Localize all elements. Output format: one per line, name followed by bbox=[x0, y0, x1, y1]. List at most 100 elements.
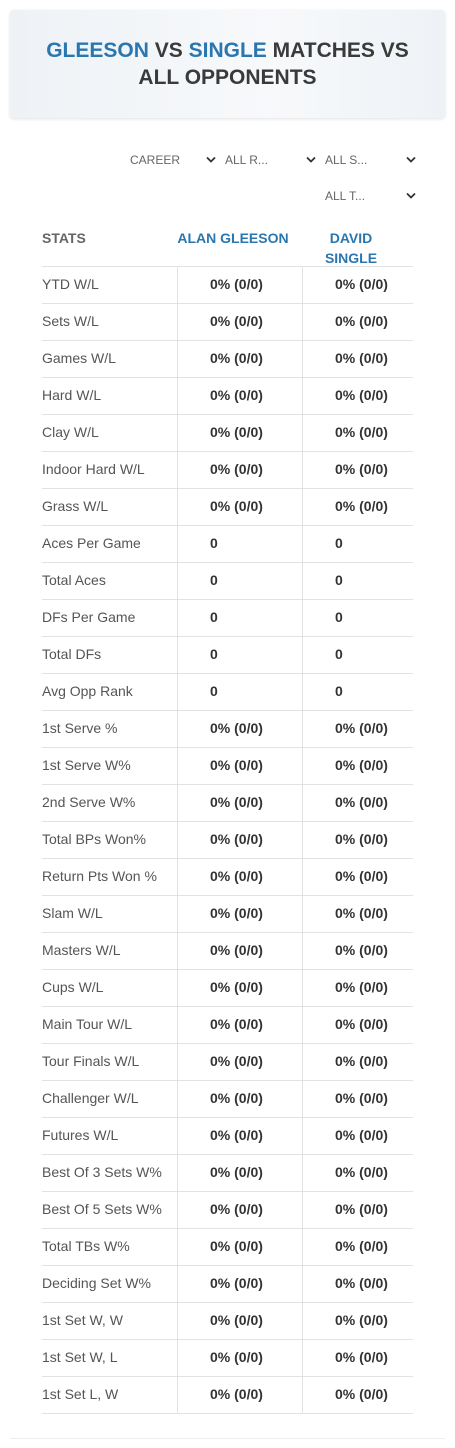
stat-value: 0 bbox=[335, 683, 343, 699]
stat-value: 0% (0/0) bbox=[335, 1053, 388, 1069]
row-divider bbox=[42, 303, 413, 304]
stat-label: Return Pts Won % bbox=[42, 868, 157, 884]
stat-value: 0% (0/0) bbox=[210, 461, 263, 477]
filter-dropdown[interactable]: ALL T... bbox=[325, 186, 416, 206]
stat-value: 0 bbox=[335, 572, 343, 588]
stat-label: Total DFs bbox=[42, 646, 102, 662]
stat-value: 0% (0/0) bbox=[335, 1090, 388, 1106]
stat-label: Grass W/L bbox=[42, 498, 109, 514]
stat-label: Total TBs W% bbox=[42, 1238, 130, 1254]
row-divider bbox=[42, 266, 413, 267]
chevron bbox=[206, 156, 216, 163]
stat-value: 0% (0/0) bbox=[210, 276, 263, 292]
stat-label: 1st Set L, W bbox=[42, 1386, 119, 1402]
title-player2: SINGLE bbox=[188, 39, 267, 62]
stat-label: Total BPs Won% bbox=[42, 831, 147, 847]
stat-value: 0% (0/0) bbox=[335, 720, 388, 736]
column-header: ALAN GLEESON bbox=[177, 230, 289, 246]
row-divider bbox=[42, 895, 413, 896]
stat-value: 0% (0/0) bbox=[210, 1238, 263, 1254]
filter-dropdown[interactable]: ALL S... bbox=[325, 150, 416, 170]
row-divider bbox=[42, 340, 413, 341]
stat-label: Cups W/L bbox=[42, 979, 104, 995]
row-divider bbox=[42, 1117, 413, 1118]
stat-label: Clay W/L bbox=[42, 424, 99, 440]
row-divider bbox=[42, 1080, 413, 1081]
stat-value: 0% (0/0) bbox=[335, 498, 388, 514]
chevron bbox=[406, 192, 416, 199]
row-divider bbox=[42, 377, 413, 378]
row-divider bbox=[42, 562, 413, 563]
stat-value: 0 bbox=[210, 683, 218, 699]
stat-label: Best Of 3 Sets W% bbox=[42, 1164, 162, 1180]
row-divider bbox=[42, 1413, 413, 1414]
stat-value: 0% (0/0) bbox=[335, 979, 388, 995]
title-rest: MATCHES VS ALL OPPONENTS bbox=[138, 39, 409, 89]
stat-value: 0% (0/0) bbox=[210, 868, 263, 884]
stat-label: Games W/L bbox=[42, 350, 116, 366]
stat-value: 0% (0/0) bbox=[335, 831, 388, 847]
filter-label: ALL S... bbox=[325, 153, 368, 167]
row-divider bbox=[42, 747, 413, 748]
stat-value: 0% (0/0) bbox=[335, 942, 388, 958]
stat-value: 0% (0/0) bbox=[335, 1201, 388, 1217]
column-divider bbox=[177, 266, 178, 1413]
stat-value: 0% (0/0) bbox=[335, 868, 388, 884]
stat-label: Total Aces bbox=[42, 572, 106, 588]
stat-label: Slam W/L bbox=[42, 905, 103, 921]
stat-value: 0% (0/0) bbox=[210, 1127, 263, 1143]
title-player1: GLEESON bbox=[46, 39, 149, 62]
stat-label: YTD W/L bbox=[42, 276, 99, 292]
stat-label: 1st Set W, W bbox=[42, 1312, 123, 1328]
row-divider bbox=[42, 969, 413, 970]
stat-value: 0% (0/0) bbox=[210, 757, 263, 773]
row-divider bbox=[42, 821, 413, 822]
stat-label: Masters W/L bbox=[42, 942, 121, 958]
stat-value: 0 bbox=[335, 535, 343, 551]
title: GLEESON VS SINGLE MATCHES VS ALL OPPONEN… bbox=[30, 37, 425, 91]
stat-value: 0% (0/0) bbox=[210, 387, 263, 403]
stat-label: Tour Finals W/L bbox=[42, 1053, 140, 1069]
row-divider bbox=[42, 1191, 413, 1192]
stat-label: Hard W/L bbox=[42, 387, 102, 403]
row-divider bbox=[42, 636, 413, 637]
stat-value: 0 bbox=[335, 609, 343, 625]
filter-dropdown[interactable]: CAREER bbox=[130, 150, 216, 170]
footer-divider bbox=[10, 1438, 445, 1439]
stat-label: Indoor Hard W/L bbox=[42, 461, 145, 477]
row-divider bbox=[42, 710, 413, 711]
stat-value: 0 bbox=[210, 646, 218, 662]
stat-value: 0% (0/0) bbox=[335, 1238, 388, 1254]
stat-value: 0% (0/0) bbox=[335, 905, 388, 921]
stat-label: Challenger W/L bbox=[42, 1090, 139, 1106]
row-divider bbox=[42, 858, 413, 859]
stat-value: 0% (0/0) bbox=[210, 1275, 263, 1291]
filter-dropdown[interactable]: ALL R... bbox=[225, 150, 316, 170]
row-divider bbox=[42, 525, 413, 526]
header-card: GLEESON VS SINGLE MATCHES VS ALL OPPONEN… bbox=[10, 10, 445, 118]
title-vs: VS bbox=[154, 39, 183, 62]
stat-value: 0 bbox=[335, 646, 343, 662]
row-divider bbox=[42, 932, 413, 933]
row-divider bbox=[42, 1006, 413, 1007]
stat-value: 0 bbox=[210, 535, 218, 551]
row-divider bbox=[42, 1228, 413, 1229]
stat-value: 0% (0/0) bbox=[335, 1312, 388, 1328]
stat-value: 0% (0/0) bbox=[335, 1386, 388, 1402]
stat-value: 0% (0/0) bbox=[210, 1349, 263, 1365]
stat-value: 0% (0/0) bbox=[335, 461, 388, 477]
stat-value: 0% (0/0) bbox=[210, 1201, 263, 1217]
filter-label: CAREER bbox=[130, 153, 181, 167]
stat-label: Best Of 5 Sets W% bbox=[42, 1201, 162, 1217]
stat-label: 2nd Serve W% bbox=[42, 794, 136, 810]
filter-label: ALL T... bbox=[325, 189, 366, 203]
stat-value: 0% (0/0) bbox=[210, 350, 263, 366]
column-header: STATS bbox=[42, 230, 86, 246]
stat-value: 0% (0/0) bbox=[335, 424, 388, 440]
stat-value: 0% (0/0) bbox=[335, 794, 388, 810]
stat-value: 0 bbox=[210, 609, 218, 625]
stat-value: 0% (0/0) bbox=[335, 1349, 388, 1365]
stat-value: 0% (0/0) bbox=[335, 276, 388, 292]
stat-value: 0% (0/0) bbox=[210, 1164, 263, 1180]
